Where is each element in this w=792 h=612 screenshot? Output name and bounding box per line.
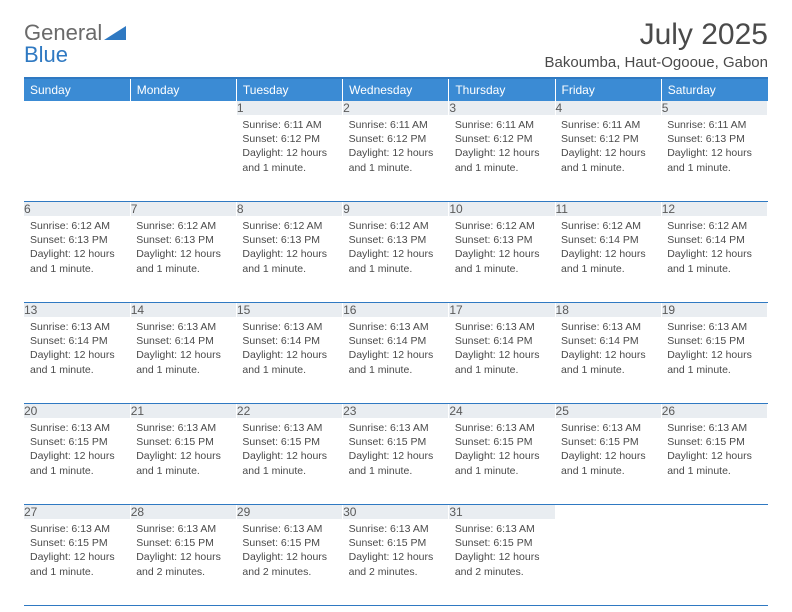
day-number-row: 2728293031 (24, 505, 768, 520)
day-cell-empty (555, 519, 661, 528)
day-cell: Sunrise: 6:13 AMSunset: 6:15 PMDaylight:… (343, 418, 449, 484)
brand-triangle-icon (104, 22, 126, 44)
day-number: 8 (236, 202, 342, 217)
day-cell: Sunrise: 6:13 AMSunset: 6:15 PMDaylight:… (661, 418, 767, 484)
weekday-header: Saturday (661, 79, 767, 101)
day-number-empty (24, 101, 130, 115)
day-number-empty (661, 505, 767, 520)
calendar-body: 12345Sunrise: 6:11 AMSunset: 6:12 PMDayl… (24, 101, 768, 606)
day-content-row: Sunrise: 6:11 AMSunset: 6:12 PMDaylight:… (24, 115, 768, 202)
day-number: 17 (449, 303, 555, 318)
day-number: 4 (555, 101, 661, 115)
day-cell: Sunrise: 6:11 AMSunset: 6:12 PMDaylight:… (555, 115, 661, 181)
day-number: 26 (661, 404, 767, 419)
day-content-row: Sunrise: 6:13 AMSunset: 6:14 PMDaylight:… (24, 317, 768, 404)
day-cell: Sunrise: 6:13 AMSunset: 6:14 PMDaylight:… (130, 317, 236, 383)
day-cell: Sunrise: 6:13 AMSunset: 6:14 PMDaylight:… (236, 317, 342, 383)
day-cell: Sunrise: 6:13 AMSunset: 6:14 PMDaylight:… (449, 317, 555, 383)
day-number-empty (130, 101, 236, 115)
day-cell: Sunrise: 6:11 AMSunset: 6:12 PMDaylight:… (343, 115, 449, 181)
day-number: 31 (449, 505, 555, 520)
day-number: 29 (236, 505, 342, 520)
day-number: 27 (24, 505, 130, 520)
calendar-table: SundayMondayTuesdayWednesdayThursdayFrid… (24, 79, 768, 606)
day-number: 12 (661, 202, 767, 217)
day-number: 14 (130, 303, 236, 318)
day-cell: Sunrise: 6:12 AMSunset: 6:13 PMDaylight:… (24, 216, 130, 282)
day-content-row: Sunrise: 6:13 AMSunset: 6:15 PMDaylight:… (24, 519, 768, 606)
day-cell: Sunrise: 6:11 AMSunset: 6:12 PMDaylight:… (236, 115, 342, 181)
day-number: 20 (24, 404, 130, 419)
day-number: 22 (236, 404, 342, 419)
weekday-header: Wednesday (343, 79, 449, 101)
day-cell: Sunrise: 6:12 AMSunset: 6:14 PMDaylight:… (661, 216, 767, 282)
day-cell: Sunrise: 6:13 AMSunset: 6:15 PMDaylight:… (661, 317, 767, 383)
day-cell-empty (24, 115, 130, 124)
weekday-header: Tuesday (236, 79, 342, 101)
day-cell: Sunrise: 6:12 AMSunset: 6:13 PMDaylight:… (236, 216, 342, 282)
day-cell: Sunrise: 6:11 AMSunset: 6:12 PMDaylight:… (449, 115, 555, 181)
day-number-empty (555, 505, 661, 520)
day-number: 1 (236, 101, 342, 115)
month-title: July 2025 (545, 18, 768, 52)
day-number: 2 (343, 101, 449, 115)
day-cell: Sunrise: 6:13 AMSunset: 6:14 PMDaylight:… (343, 317, 449, 383)
page-header: General Blue July 2025 Bakoumba, Haut-Og… (24, 18, 768, 71)
weekday-header: Thursday (449, 79, 555, 101)
brand-logo: General Blue (24, 22, 126, 66)
day-cell: Sunrise: 6:13 AMSunset: 6:15 PMDaylight:… (343, 519, 449, 585)
day-cell: Sunrise: 6:12 AMSunset: 6:13 PMDaylight:… (130, 216, 236, 282)
day-number: 23 (343, 404, 449, 419)
day-number-row: 6789101112 (24, 202, 768, 217)
day-cell: Sunrise: 6:11 AMSunset: 6:13 PMDaylight:… (661, 115, 767, 181)
day-cell: Sunrise: 6:13 AMSunset: 6:15 PMDaylight:… (24, 519, 130, 585)
day-cell-empty (661, 519, 767, 528)
day-number: 15 (236, 303, 342, 318)
weekday-header-row: SundayMondayTuesdayWednesdayThursdayFrid… (24, 79, 768, 101)
day-number: 24 (449, 404, 555, 419)
day-cell: Sunrise: 6:13 AMSunset: 6:15 PMDaylight:… (130, 519, 236, 585)
day-cell-empty (130, 115, 236, 124)
day-number: 7 (130, 202, 236, 217)
day-number-row: 12345 (24, 101, 768, 115)
day-cell: Sunrise: 6:12 AMSunset: 6:13 PMDaylight:… (343, 216, 449, 282)
day-number: 9 (343, 202, 449, 217)
day-number: 13 (24, 303, 130, 318)
weekday-header: Monday (130, 79, 236, 101)
day-number: 11 (555, 202, 661, 217)
day-content-row: Sunrise: 6:13 AMSunset: 6:15 PMDaylight:… (24, 418, 768, 505)
day-number: 6 (24, 202, 130, 217)
day-cell: Sunrise: 6:12 AMSunset: 6:14 PMDaylight:… (555, 216, 661, 282)
day-number: 5 (661, 101, 767, 115)
weekday-header: Friday (555, 79, 661, 101)
day-content-row: Sunrise: 6:12 AMSunset: 6:13 PMDaylight:… (24, 216, 768, 303)
day-cell: Sunrise: 6:13 AMSunset: 6:15 PMDaylight:… (555, 418, 661, 484)
day-number: 18 (555, 303, 661, 318)
day-number: 16 (343, 303, 449, 318)
day-number: 3 (449, 101, 555, 115)
day-cell: Sunrise: 6:13 AMSunset: 6:15 PMDaylight:… (449, 418, 555, 484)
day-cell: Sunrise: 6:13 AMSunset: 6:15 PMDaylight:… (236, 519, 342, 585)
day-number: 21 (130, 404, 236, 419)
day-number: 19 (661, 303, 767, 318)
day-cell: Sunrise: 6:13 AMSunset: 6:14 PMDaylight:… (24, 317, 130, 383)
day-cell: Sunrise: 6:13 AMSunset: 6:15 PMDaylight:… (449, 519, 555, 585)
weekday-header: Sunday (24, 79, 130, 101)
day-number: 30 (343, 505, 449, 520)
day-cell: Sunrise: 6:13 AMSunset: 6:15 PMDaylight:… (24, 418, 130, 484)
day-cell: Sunrise: 6:12 AMSunset: 6:13 PMDaylight:… (449, 216, 555, 282)
day-number: 25 (555, 404, 661, 419)
day-number-row: 13141516171819 (24, 303, 768, 318)
day-number: 10 (449, 202, 555, 217)
calendar-page: General Blue July 2025 Bakoumba, Haut-Og… (0, 0, 792, 606)
header-right: July 2025 Bakoumba, Haut-Ogooue, Gabon (545, 18, 768, 71)
day-cell: Sunrise: 6:13 AMSunset: 6:15 PMDaylight:… (236, 418, 342, 484)
day-cell: Sunrise: 6:13 AMSunset: 6:14 PMDaylight:… (555, 317, 661, 383)
day-number: 28 (130, 505, 236, 520)
day-number-row: 20212223242526 (24, 404, 768, 419)
location-text: Bakoumba, Haut-Ogooue, Gabon (545, 54, 768, 71)
day-cell: Sunrise: 6:13 AMSunset: 6:15 PMDaylight:… (130, 418, 236, 484)
brand-part2: Blue (24, 42, 68, 67)
